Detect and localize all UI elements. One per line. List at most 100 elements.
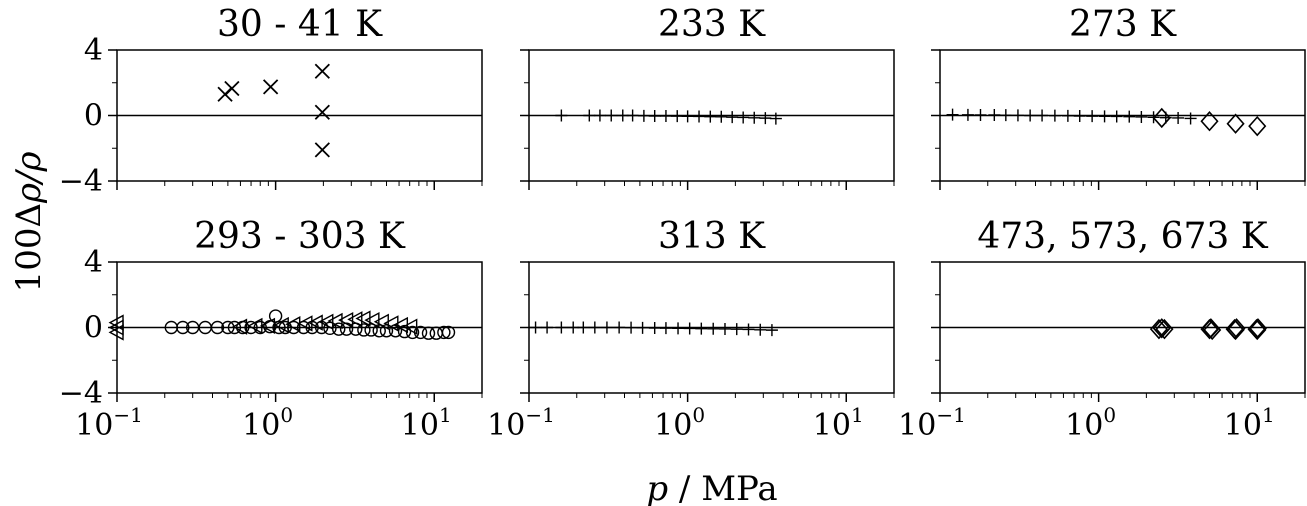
data-point — [671, 110, 683, 122]
data-point — [605, 110, 617, 122]
data-point — [704, 111, 716, 123]
panel-title: 30 - 41 K — [217, 4, 383, 45]
panel-title: 293 - 303 K — [194, 216, 406, 257]
panel-5: 313 K 10−1 100 101 — [487, 216, 894, 443]
data-point — [682, 110, 694, 122]
x-tick-label: 101 — [1224, 403, 1275, 443]
data-point — [555, 322, 567, 334]
series-+ — [555, 110, 781, 125]
data-point — [1086, 110, 1098, 122]
data-point — [1036, 110, 1048, 122]
x-tick-label: 100 — [654, 403, 705, 443]
panel-1: 30 - 41 K 4 0 −4 — [59, 4, 482, 199]
data-point — [264, 80, 278, 94]
data-point — [731, 323, 743, 335]
data-point — [638, 110, 650, 122]
data-point — [555, 110, 567, 122]
data-point — [225, 81, 239, 95]
data-point — [649, 110, 661, 122]
data-point — [625, 322, 637, 334]
data-point — [707, 323, 719, 335]
data-point — [754, 324, 766, 336]
data-point — [695, 323, 707, 335]
data-point — [530, 322, 542, 334]
data-point — [1000, 109, 1012, 121]
data-point — [726, 111, 738, 123]
y-tick-label: 4 — [84, 33, 103, 68]
data-point — [589, 322, 601, 334]
y-tick-label: 0 — [84, 99, 103, 134]
data-point — [962, 109, 974, 121]
panel-2: 233 K — [520, 4, 894, 190]
series-circle — [165, 310, 454, 339]
data-point — [577, 322, 589, 334]
series-+ — [530, 322, 778, 337]
data-point — [1074, 110, 1086, 122]
data-point — [601, 322, 613, 334]
data-point — [672, 322, 684, 334]
panel-6: 473, 573, 673 K 10−1 100 101 — [898, 216, 1305, 443]
data-point — [715, 111, 727, 123]
data-point — [315, 105, 329, 119]
x-tick-label: 10−1 — [898, 403, 966, 443]
data-point — [541, 322, 553, 334]
x-tick-label: 100 — [242, 403, 293, 443]
x-tick-label: 101 — [813, 403, 864, 443]
y-axis-label: 100Δρ/ρ — [9, 152, 49, 293]
data-point — [1228, 115, 1244, 133]
y-tick-label: −4 — [59, 164, 103, 199]
data-point — [275, 318, 288, 332]
x-tick-label: 100 — [1065, 403, 1116, 443]
data-point — [594, 110, 606, 122]
x-tick-label: 10−1 — [487, 403, 555, 443]
panel-4: 293 - 303 K 10−1 100 101 4 0 −4 — [59, 216, 482, 443]
data-point — [1172, 112, 1184, 124]
data-point — [770, 113, 782, 125]
panel-title: 473, 573, 673 K — [977, 216, 1268, 257]
panel-title: 233 K — [658, 4, 766, 45]
data-point — [637, 322, 649, 334]
data-point — [1099, 110, 1111, 122]
series-triangle-left — [110, 311, 417, 339]
data-point — [1249, 117, 1265, 135]
data-point — [627, 110, 639, 122]
data-point — [693, 110, 705, 122]
data-point — [947, 109, 959, 121]
data-point — [759, 112, 771, 124]
panels-layer: 30 - 41 K 4 0 −4 233 K 273 K 293 - 303 K 10−1 10… — [59, 4, 1305, 443]
data-point — [649, 322, 661, 334]
data-point — [613, 322, 625, 334]
data-point — [743, 323, 755, 335]
data-point — [660, 322, 672, 334]
panel-title: 313 K — [658, 216, 766, 257]
data-point — [1123, 111, 1135, 123]
data-point — [737, 111, 749, 123]
data-point — [1135, 111, 1147, 123]
data-point — [748, 112, 760, 124]
data-point — [684, 322, 696, 334]
series-diamond — [1154, 109, 1266, 135]
data-point — [315, 64, 329, 78]
data-point — [766, 324, 778, 336]
y-tick-label: 4 — [84, 245, 103, 280]
data-point — [315, 143, 329, 157]
series-diamond — [1151, 319, 1266, 339]
data-point — [1062, 110, 1074, 122]
data-point — [988, 109, 1000, 121]
data-point — [583, 110, 595, 122]
data-point — [660, 110, 672, 122]
series-x — [218, 64, 329, 157]
data-point — [1111, 110, 1123, 122]
data-point — [719, 323, 731, 335]
x-axis-label: p / MPa — [646, 469, 777, 506]
x-tick-label: 101 — [401, 403, 452, 443]
data-point — [1024, 110, 1036, 122]
y-tick-label: 0 — [84, 311, 103, 346]
data-point — [974, 109, 986, 121]
data-point — [1049, 110, 1061, 122]
panel-title: 273 K — [1069, 4, 1177, 45]
data-point — [1185, 112, 1197, 124]
panel-3: 273 K — [931, 4, 1305, 190]
y-tick-label: −4 — [59, 376, 103, 411]
